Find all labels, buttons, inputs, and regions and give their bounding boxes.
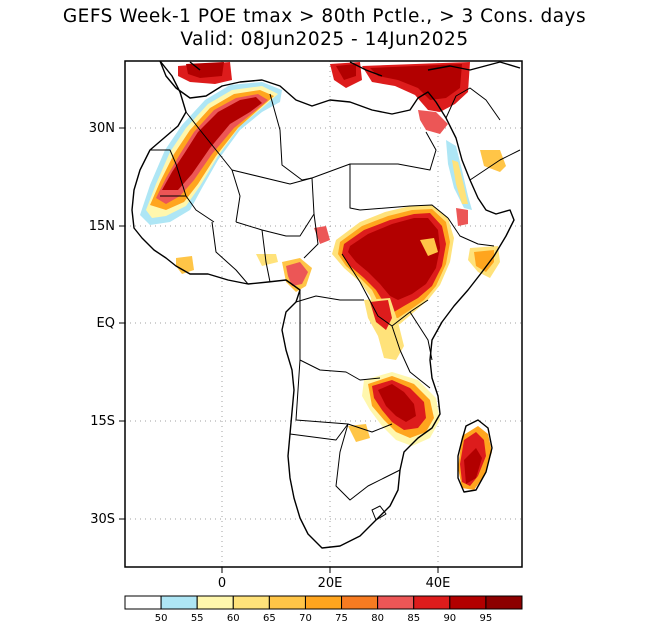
colorbar-label: 95 <box>480 613 493 624</box>
map-frame <box>124 60 523 568</box>
colorbar-label: 80 <box>371 613 384 624</box>
country-borders <box>150 87 521 521</box>
map-title-line2: Valid: 08Jun2025 - 14Jun2025 <box>180 29 469 50</box>
lat-label-15s: 15S <box>90 414 115 429</box>
lat-label-eq: EQ <box>97 316 115 331</box>
colorbar-swatch <box>124 595 162 610</box>
colorbar-swatch <box>449 595 487 610</box>
colorbar-label: 55 <box>191 613 204 624</box>
colorbar-swatch <box>485 595 523 610</box>
lon-label-20e: 20E <box>318 576 343 591</box>
colorbar-swatch <box>413 595 451 610</box>
colorbar-label: 85 <box>407 613 420 624</box>
latitude-axis: 30N 15N EQ 15S 30S <box>89 121 125 527</box>
lat-label-30n: 30N <box>89 121 115 136</box>
colorbar-swatch <box>341 595 379 610</box>
colorbar-swatch <box>268 595 306 610</box>
lon-label-0: 0 <box>218 576 226 591</box>
map-title-line1: GEFS Week-1 POE tmax > 80th Pctle., > 3 … <box>62 6 587 27</box>
longitude-axis: 0 20E 40E <box>218 567 451 591</box>
colorbar-label: 50 <box>155 613 168 624</box>
colorbar-swatch <box>232 595 270 610</box>
colorbar-label: 75 <box>335 613 348 624</box>
colorbar-label: 70 <box>299 613 312 624</box>
lat-label-15n: 15N <box>89 219 115 234</box>
colorbar-swatch <box>160 595 198 610</box>
coastlines <box>131 61 521 549</box>
colorbar-label: 90 <box>443 613 456 624</box>
colorbar-label: 65 <box>263 613 276 624</box>
colorbar-label: 60 <box>227 613 240 624</box>
colorbar: 50 55 60 65 70 75 80 85 90 95 <box>124 595 523 624</box>
colorbar-swatch <box>304 595 343 610</box>
lat-label-30s: 30S <box>90 512 115 527</box>
lon-label-40e: 40E <box>426 576 451 591</box>
grid-lines <box>125 61 522 567</box>
probability-shading <box>140 62 506 490</box>
colorbar-swatch <box>196 595 234 610</box>
colorbar-swatch <box>377 595 415 610</box>
